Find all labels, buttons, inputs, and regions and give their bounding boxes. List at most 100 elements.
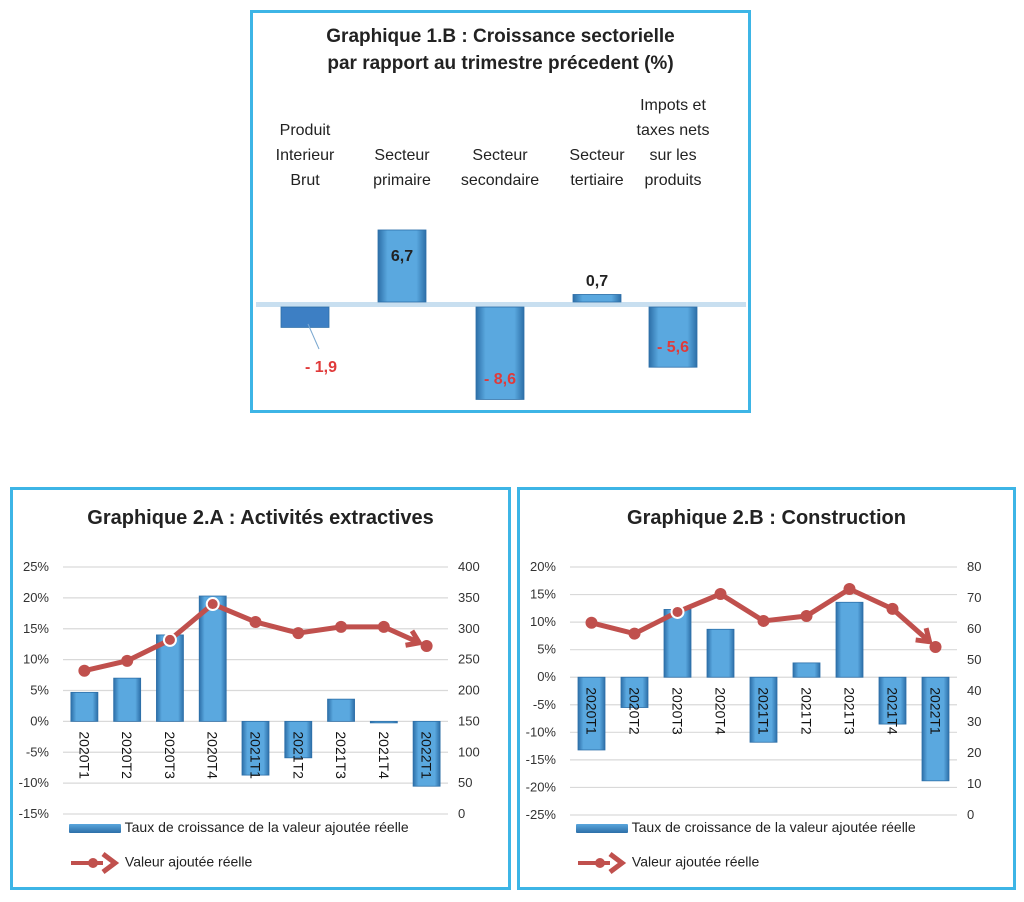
line-point: [292, 627, 305, 640]
y-left-tick: 15%: [23, 621, 49, 636]
y-left-tick: 10%: [530, 614, 556, 629]
chart-2b-legend-line: Valeur ajoutée réelle: [576, 852, 759, 874]
arrow-head: [915, 627, 933, 645]
chart-1b-frame: Graphique 1.B : Croissance sectorielle p…: [250, 10, 751, 413]
chart-1b-plot: Produit Interieur Brut Secteur primaire Secte…: [256, 97, 746, 400]
bar: [475, 306, 525, 400]
y-right-tick: 250: [458, 652, 480, 667]
line-point: [162, 632, 177, 647]
line-point: [628, 627, 641, 640]
line-point: [377, 620, 390, 633]
category-label: produits: [645, 172, 702, 189]
y-left-tick: 10%: [23, 652, 49, 667]
y-left-tick: 0%: [30, 713, 49, 728]
y-right-tick: 0: [967, 807, 974, 822]
x-tick-label: 2020T4: [205, 731, 221, 779]
chart-1b-title-line2: par rapport au trimestre précedent (%): [327, 53, 674, 74]
y-right-tick: 400: [458, 559, 480, 574]
bar: [369, 720, 398, 724]
x-tick-label: 2021T1: [756, 687, 772, 735]
bar: [577, 676, 606, 751]
y-left-tick: 5%: [537, 642, 556, 657]
y-right-tick: 100: [458, 744, 480, 759]
line-point: [205, 597, 220, 612]
y-right-tick: 60: [967, 621, 981, 636]
line-point: [714, 587, 727, 600]
y-left-tick: -10%: [526, 724, 557, 739]
legend-bar-swatch-icon: [69, 823, 121, 833]
line-point: [757, 614, 770, 627]
x-tick-label: 2020T3: [162, 731, 178, 779]
y-left-tick: -5%: [26, 744, 50, 759]
y-left-tick: -25%: [526, 807, 557, 822]
legend-line-label: Valeur ajoutée réelle: [631, 853, 760, 870]
category-label: Secteur: [569, 147, 625, 164]
category-label: Interieur: [276, 147, 335, 164]
y-left-tick: 0%: [537, 669, 556, 684]
bar: [280, 306, 330, 328]
data-label: - 5,6: [657, 339, 689, 356]
chart-1b-title-line1: Graphique 1.B : Croissance sectorielle: [326, 26, 675, 47]
x-tick-label: 2021T1: [248, 731, 264, 779]
category-label: taxes nets: [637, 122, 710, 139]
y-left-tick: -5%: [533, 697, 557, 712]
bar: [572, 294, 622, 303]
bar: [835, 601, 864, 678]
y-left-tick: -10%: [19, 775, 50, 790]
bar: [749, 676, 778, 743]
category-label: tertiaire: [570, 172, 623, 189]
bar: [620, 676, 649, 708]
series-line: [590, 586, 932, 644]
category-label: Secteur: [374, 147, 430, 164]
y-left-tick: 5%: [30, 683, 49, 698]
line-point: [335, 620, 348, 633]
chart-2b-frame: Graphique 2.B : Construction 20% 15% 10% 5%…: [517, 487, 1016, 890]
y-left-tick: -20%: [526, 779, 557, 794]
x-tick-label: 2020T1: [584, 687, 600, 735]
category-label: primaire: [373, 172, 431, 189]
zero-baseline: [256, 302, 746, 307]
x-tick-label: 2022T1: [928, 687, 944, 735]
y-right-tick: 200: [458, 683, 480, 698]
y-right-tick: 30: [967, 714, 981, 729]
legend-line-label: Valeur ajoutée réelle: [124, 853, 253, 870]
leader-line: [307, 323, 320, 350]
x-tick-label: 2020T4: [713, 687, 729, 735]
line-point: [886, 602, 899, 615]
bar: [792, 662, 821, 678]
line-point: [585, 616, 598, 629]
chart-2a-legend-bar: Taux de croissance de la valeur ajoutée …: [69, 819, 409, 835]
y-right-tick: 350: [458, 590, 480, 605]
x-tick-label: 2021T4: [885, 687, 901, 735]
y-right-tick: 50: [967, 652, 981, 667]
bar: [921, 676, 950, 782]
legend-bar-label: Taux de croissance de la valeur ajoutée …: [124, 819, 409, 835]
legend-bar-label: Taux de croissance de la valeur ajoutée …: [631, 819, 916, 835]
y-right-tick: 50: [458, 775, 472, 790]
chart-2a-plot: 25% 20% 15% 10% 5% 0% -5% -10% -15% 400 350 300 250 2…: [19, 559, 480, 821]
bar: [663, 609, 692, 678]
chart-2b-title: Graphique 2.B : Construction: [627, 507, 906, 529]
y-left-tick: 20%: [23, 590, 49, 605]
category-label: secondaire: [461, 172, 539, 189]
line-point: [249, 615, 262, 628]
data-label: - 8,6: [484, 371, 516, 388]
bar: [241, 720, 270, 776]
y-right-tick: 70: [967, 590, 981, 605]
bar: [648, 306, 698, 368]
x-tick-label: 2020T1: [76, 731, 92, 779]
bar: [70, 691, 99, 722]
y-right-tick: 150: [458, 713, 480, 728]
bar: [878, 676, 907, 725]
x-tick-label: 2020T2: [119, 731, 135, 779]
y-right-tick: 300: [458, 621, 480, 636]
data-label: 0,7: [586, 273, 608, 290]
chart-1b-title: Graphique 1.B : Croissance sectorielle p…: [253, 23, 748, 77]
legend-line-arrow-icon: [71, 852, 120, 874]
data-label: 6,7: [391, 248, 413, 265]
x-tick-label: 2022T1: [419, 731, 435, 779]
legend-bar-swatch-icon: [576, 823, 628, 833]
line-point: [670, 604, 685, 619]
line-point: [929, 640, 942, 653]
bar: [706, 628, 735, 678]
